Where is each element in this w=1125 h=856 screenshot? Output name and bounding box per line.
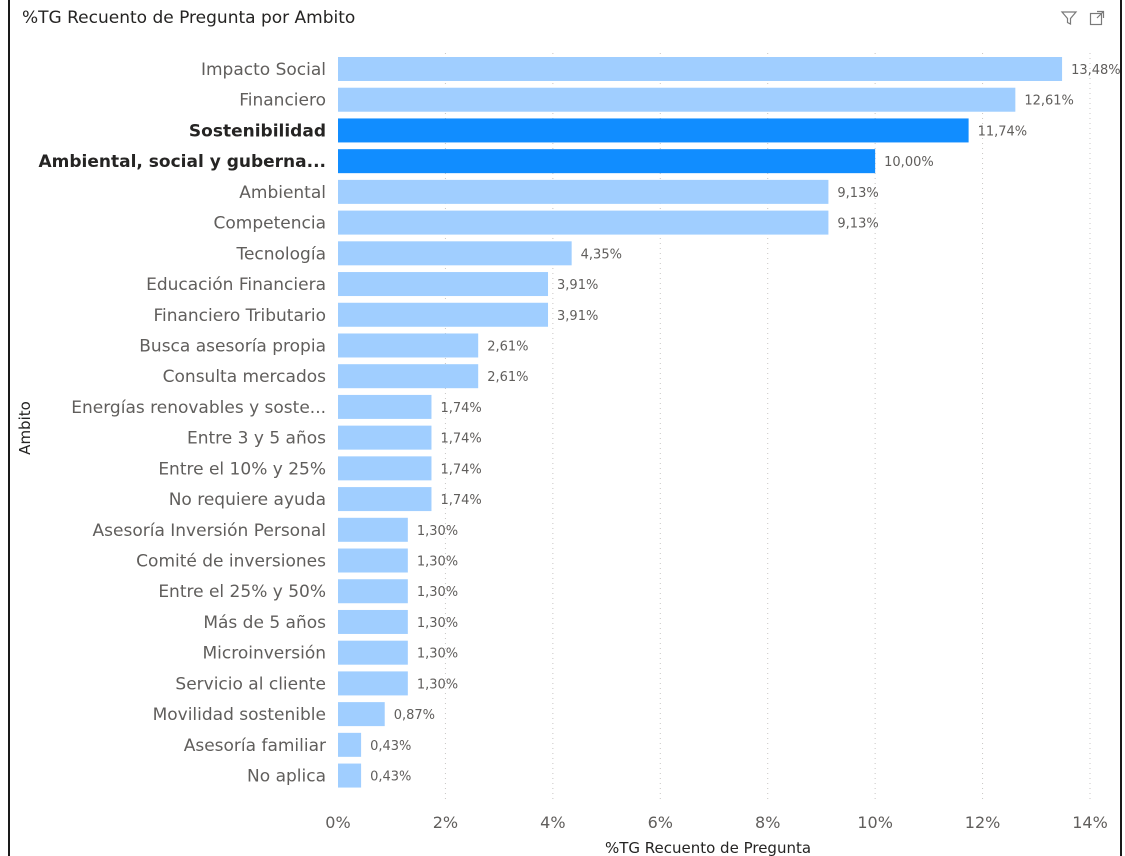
data-label: 1,30% xyxy=(417,677,458,692)
focus-mode-icon[interactable] xyxy=(1088,9,1106,27)
data-label: 9,13% xyxy=(837,217,878,232)
category-label: Asesoría familiar xyxy=(184,736,326,756)
category-label: Tecnología xyxy=(235,244,326,264)
bar xyxy=(338,763,362,788)
data-label: 1,74% xyxy=(440,432,481,447)
bar xyxy=(338,364,479,389)
bar xyxy=(338,241,572,266)
category-label: No aplica xyxy=(247,767,326,787)
category-label: Consulta mercados xyxy=(163,367,326,387)
x-tick-label: 6% xyxy=(648,813,673,832)
bar xyxy=(338,57,1063,81)
category-label: Busca asesoría propia xyxy=(139,336,326,356)
data-label: 1,30% xyxy=(417,616,458,631)
data-label: 1,30% xyxy=(417,647,458,662)
x-axis-title: %TG Recuento de Pregunta xyxy=(605,839,811,856)
data-label: 10,00% xyxy=(884,155,934,170)
bar xyxy=(338,272,549,297)
x-tick-label: 0% xyxy=(325,813,350,832)
category-label: Competencia xyxy=(214,214,326,234)
category-label: Sostenibilidad xyxy=(189,121,326,141)
chart-plot: 0% 2% 4% 6% 8% 10% 12% 14% Impacto Social 13,48% F… xyxy=(16,53,1120,856)
data-label: 0,43% xyxy=(370,739,411,754)
x-tick-label: 4% xyxy=(540,813,565,832)
category-label: Ambiental xyxy=(239,183,326,203)
data-label: 1,74% xyxy=(440,462,481,477)
bar xyxy=(338,179,829,204)
bar xyxy=(338,640,408,665)
bar xyxy=(338,333,479,358)
bar xyxy=(338,118,969,143)
bar xyxy=(338,87,1016,112)
data-label: 1,74% xyxy=(440,401,481,416)
category-label: Movilidad sostenible xyxy=(153,705,326,725)
bar xyxy=(338,609,408,634)
category-label: Entre 3 y 5 años xyxy=(187,429,326,449)
category-label: Entre el 10% y 25% xyxy=(158,459,326,479)
bar xyxy=(338,487,432,512)
bar xyxy=(338,302,549,327)
data-label: 3,91% xyxy=(557,309,598,324)
bar xyxy=(338,671,408,696)
data-label: 13,48% xyxy=(1071,63,1120,78)
category-label: Asesoría Inversión Personal xyxy=(93,521,326,541)
data-label: 2,61% xyxy=(487,339,528,354)
data-label: 11,74% xyxy=(978,124,1028,139)
bar xyxy=(338,579,408,604)
category-label: No requiere ayuda xyxy=(169,490,326,510)
category-label: Comité de inversiones xyxy=(136,552,326,572)
data-label: 0,87% xyxy=(394,708,435,723)
category-label: Ambiental, social y guberna... xyxy=(38,152,326,172)
data-label: 1,30% xyxy=(417,585,458,600)
data-label: 0,43% xyxy=(370,770,411,785)
x-tick-label: 10% xyxy=(857,813,893,832)
bar xyxy=(338,425,432,450)
category-label: Financiero xyxy=(239,91,326,111)
category-label: Financiero Tributario xyxy=(153,306,326,326)
bar xyxy=(338,149,876,174)
y-axis-title: Ambito xyxy=(16,401,34,455)
bar xyxy=(338,548,408,573)
bar xyxy=(338,210,829,235)
data-label: 1,30% xyxy=(417,524,458,539)
bar xyxy=(338,732,362,757)
bar xyxy=(338,517,408,542)
data-label: 3,91% xyxy=(557,278,598,293)
filter-icon[interactable] xyxy=(1060,9,1078,27)
data-label: 2,61% xyxy=(487,370,528,385)
category-label: Educación Financiera xyxy=(146,275,326,295)
bar-chart-visual: %TG Recuento de Pregunta por Ambito 0% 2%… xyxy=(8,0,1122,856)
bar xyxy=(338,394,432,419)
visual-header-icons xyxy=(1060,9,1106,27)
category-label: Energías renovables y soste... xyxy=(71,398,326,418)
bar xyxy=(338,456,432,481)
data-label: 1,74% xyxy=(440,493,481,508)
category-label: Microinversión xyxy=(202,644,326,664)
x-tick-label: 14% xyxy=(1072,813,1108,832)
data-label: 1,30% xyxy=(417,555,458,570)
x-tick-label: 12% xyxy=(965,813,1001,832)
bar xyxy=(338,702,385,727)
category-label: Entre el 25% y 50% xyxy=(158,582,326,602)
chart-title: %TG Recuento de Pregunta por Ambito xyxy=(22,8,356,28)
data-label: 4,35% xyxy=(581,247,622,262)
category-label: Más de 5 años xyxy=(203,613,326,633)
x-tick-label: 8% xyxy=(755,813,780,832)
data-label: 9,13% xyxy=(837,186,878,201)
data-label: 12,61% xyxy=(1024,94,1074,109)
x-tick-label: 2% xyxy=(433,813,458,832)
category-label: Servicio al cliente xyxy=(175,674,326,694)
category-label: Impacto Social xyxy=(201,60,326,80)
